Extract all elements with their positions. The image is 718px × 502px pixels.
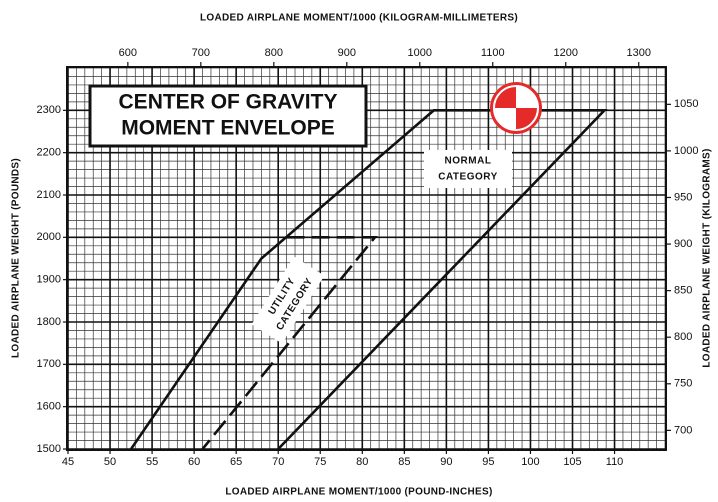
y-tick-label: 2000 (37, 231, 61, 243)
annotation: CATEGORY (438, 172, 498, 183)
x2-tick-label: 1300 (626, 47, 650, 59)
x-tick-label: 55 (146, 456, 158, 468)
y-tick-label: 1500 (37, 443, 61, 455)
y2-tick-label: 950 (674, 191, 692, 203)
x2-tick-label: 600 (119, 47, 137, 59)
x2-axis-title: LOADED AIRPLANE MOMENT/1000 (KILOGRAM-MI… (200, 13, 518, 24)
y2-tick-label: 1050 (674, 98, 698, 110)
x-tick-label: 105 (563, 456, 581, 468)
x2-tick-label: 800 (265, 47, 283, 59)
chart-title: MOMENT ENVELOPE (121, 117, 335, 140)
x2-tick-label: 700 (192, 47, 210, 59)
x-tick-label: 65 (230, 456, 242, 468)
chart-title: CENTER OF GRAVITY (119, 91, 338, 114)
x2-tick-label: 1000 (408, 47, 432, 59)
x2-tick-label: 1100 (481, 47, 505, 59)
y-tick-label: 1700 (37, 358, 61, 370)
cg-quadrant (516, 86, 538, 108)
cg-ring (493, 85, 539, 131)
envelope-line (129, 109, 608, 450)
y-tick-label: 1900 (37, 274, 61, 286)
note-box (424, 150, 512, 188)
x-tick-label: 45 (62, 456, 74, 468)
x-tick-label: 70 (272, 456, 284, 468)
x-tick-label: 80 (356, 456, 368, 468)
x-axis-title: LOADED AIRPLANE MOMENT/1000 (POUND-INCHE… (225, 487, 492, 498)
envelope (129, 109, 608, 450)
y-tick-label: 2100 (37, 189, 61, 201)
x-tick-label: 90 (440, 456, 452, 468)
y-axis-title: LOADED AIRPLANE WEIGHT (POUNDS) (11, 158, 22, 358)
x2-tick-label: 1200 (554, 47, 578, 59)
y2-tick-label: 800 (674, 331, 692, 343)
y-tick-label: 1800 (37, 316, 61, 328)
y-tick-label: 2300 (37, 104, 61, 116)
y2-tick-label: 850 (674, 285, 692, 297)
y2-axis-title: LOADED AIRPLANE WEIGHT (KILOGRAMS) (702, 148, 713, 367)
y-tick-label: 2200 (37, 147, 61, 159)
x2-tick-label: 900 (338, 47, 356, 59)
y2-tick-label: 1000 (674, 145, 698, 157)
plot-frame (66, 66, 667, 451)
x-tick-label: 100 (521, 456, 539, 468)
x-tick-label: 60 (188, 456, 200, 468)
y2-tick-label: 750 (674, 378, 692, 390)
y-tick-label: 1600 (37, 401, 61, 413)
y2-tick-label: 900 (674, 238, 692, 250)
x-tick-label: 75 (314, 456, 326, 468)
y2-tick-label: 700 (674, 424, 692, 436)
envelope-line (201, 236, 378, 450)
annotation: NORMAL (445, 156, 492, 167)
x-tick-label: 85 (398, 456, 410, 468)
cg-quadrant (494, 108, 516, 130)
x-tick-label: 50 (104, 456, 116, 468)
title-box (88, 84, 368, 148)
note-box (251, 256, 325, 344)
x-tick-label: 110 (606, 456, 624, 468)
x-tick-label: 95 (482, 456, 494, 468)
cg-symbol (490, 82, 542, 134)
